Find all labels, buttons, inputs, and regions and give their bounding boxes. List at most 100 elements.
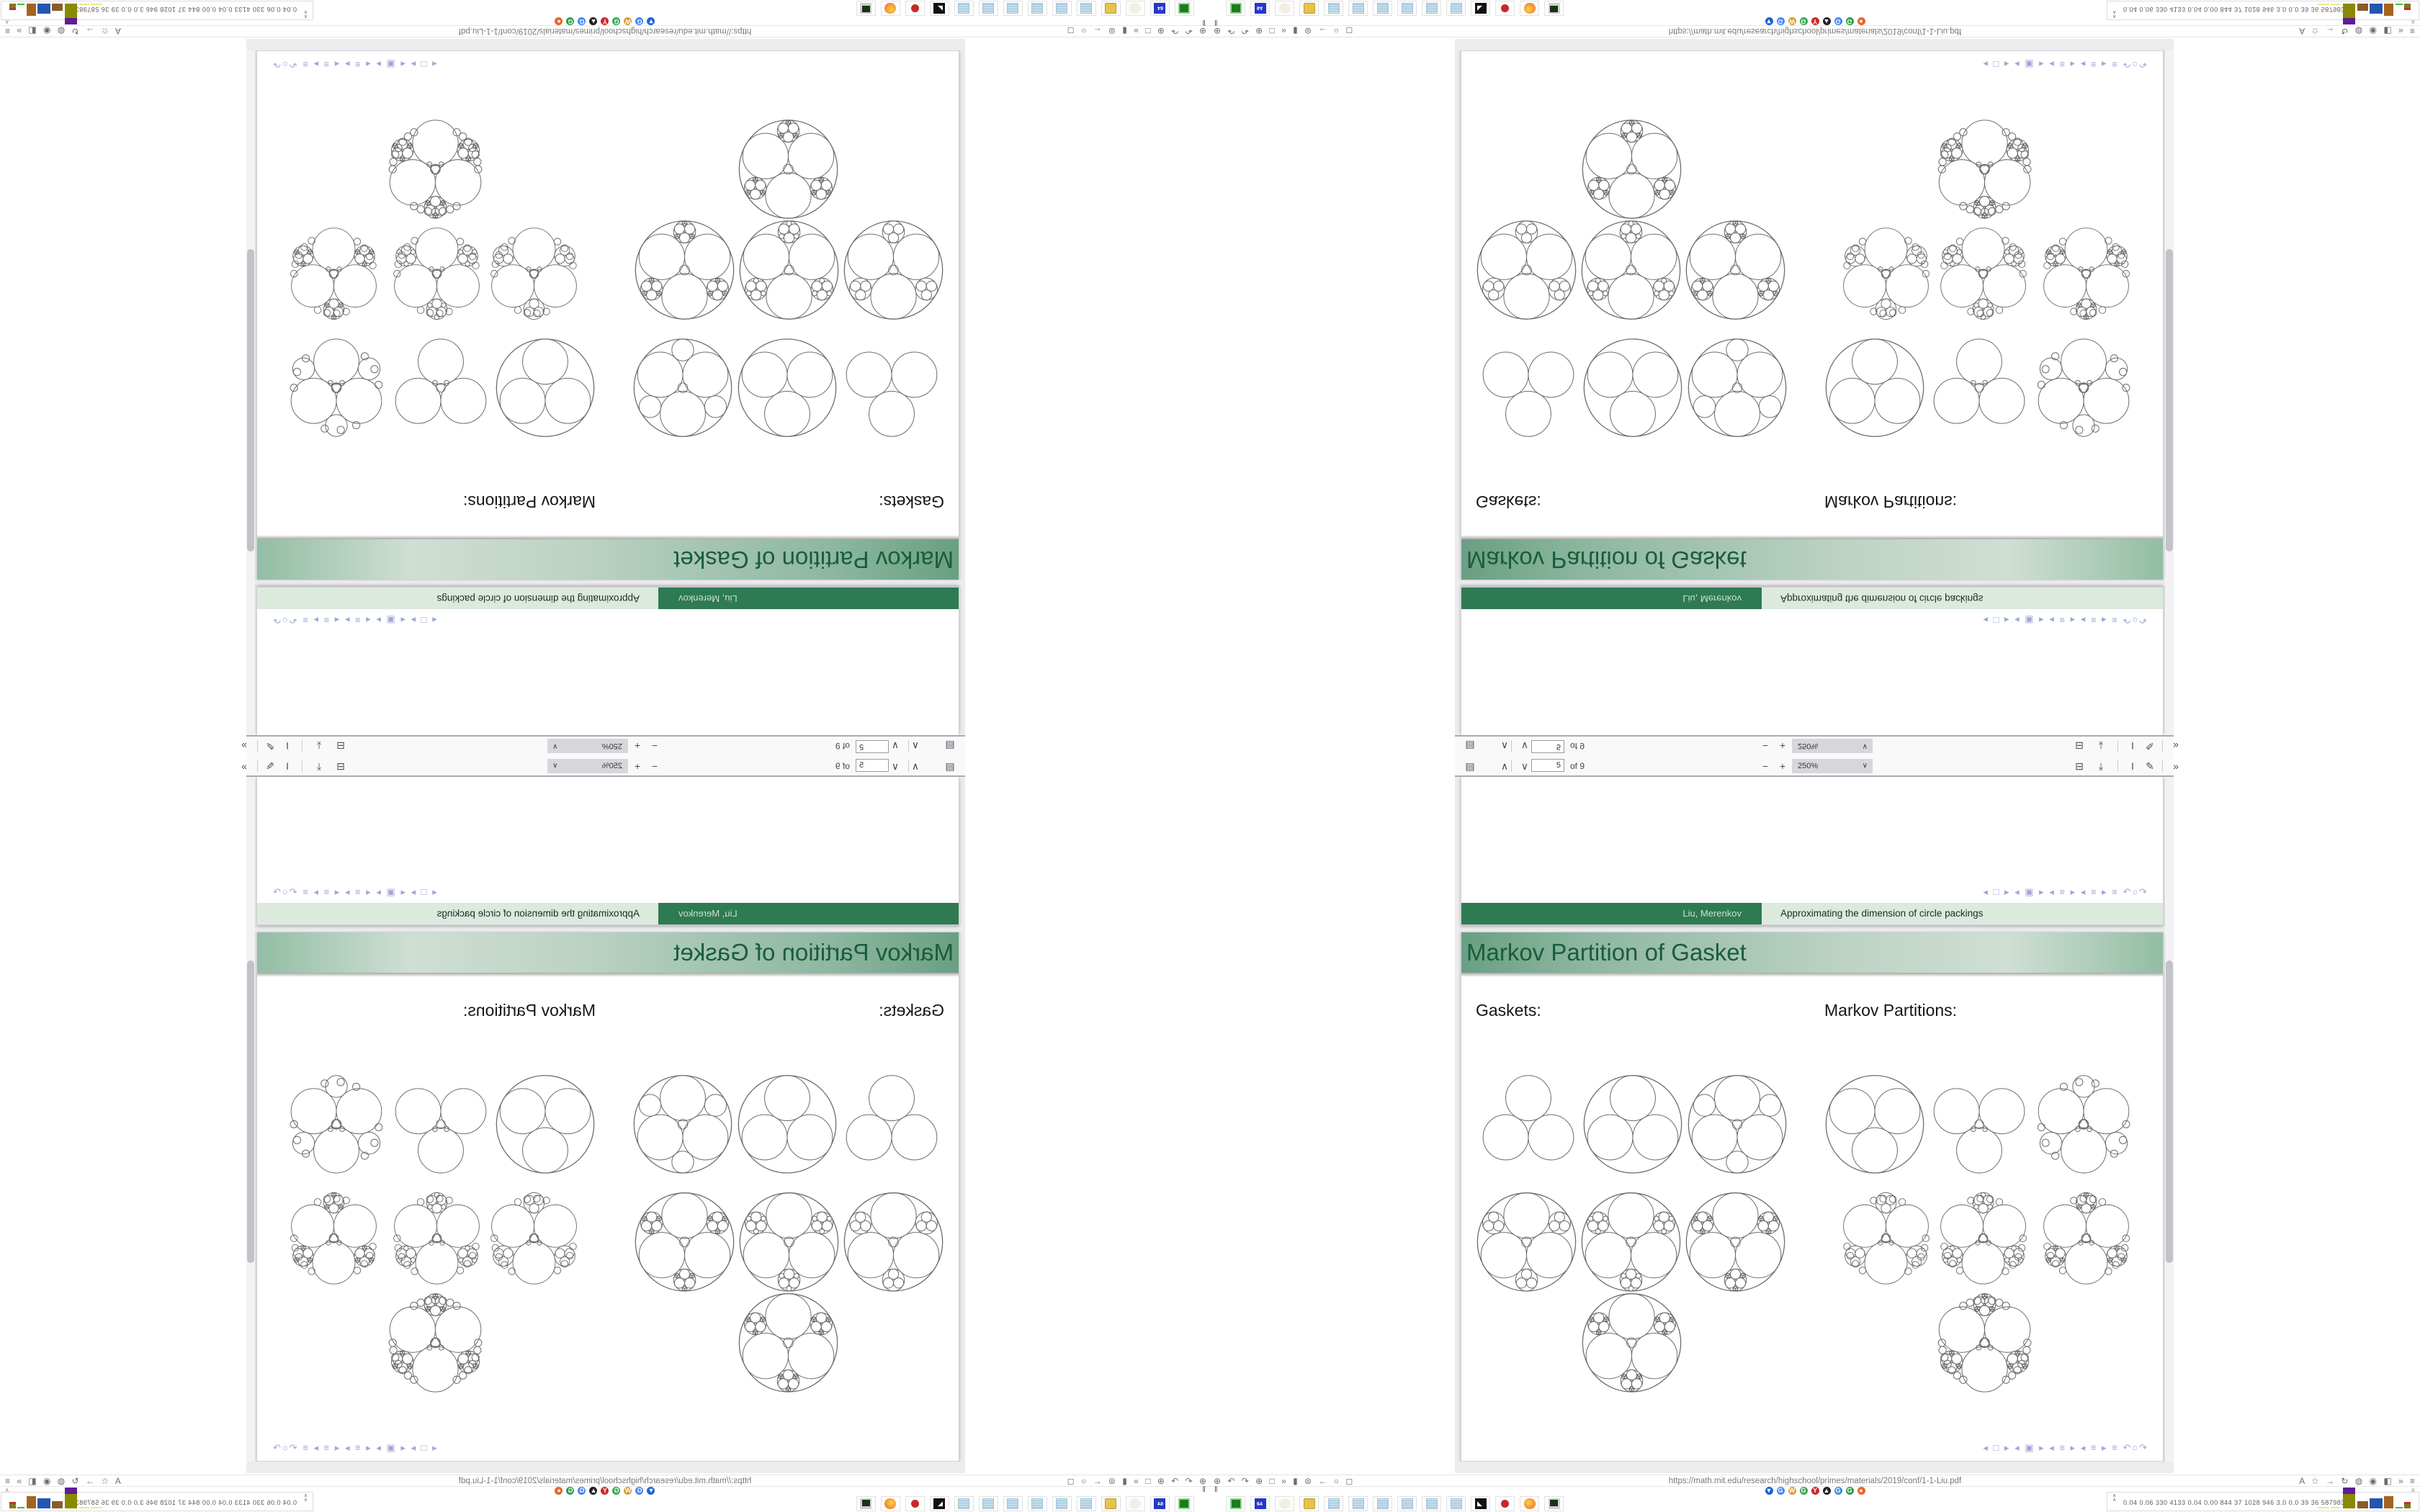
- url-text[interactable]: https://math.mit.edu/research/highschool…: [1668, 27, 1962, 35]
- bookmark-y[interactable]: Y: [601, 1487, 609, 1495]
- desktop-icon-firefox[interactable]: [881, 1, 900, 16]
- bookmark-google-3[interactable]: G: [578, 1487, 586, 1495]
- nav-buttons-left[interactable]: ⊕ ↶ ↷ ⊕ □ » ▮ ⊜ ← ○ ◻: [1065, 26, 1206, 36]
- desktop-icon-notepad-5[interactable]: [1422, 1, 1441, 16]
- save-icon[interactable]: ⤓: [2098, 740, 2104, 752]
- desktop-icon-notepad-4[interactable]: [1003, 1496, 1023, 1511]
- zoom-select[interactable]: 250% ∨: [1792, 739, 1873, 753]
- draw-icon[interactable]: ✎: [266, 760, 274, 772]
- zoom-out-icon[interactable]: −: [1762, 760, 1769, 772]
- secondary-toolbar-icon[interactable]: »: [241, 740, 247, 752]
- desktop-icon-notepad-1[interactable]: [1077, 1496, 1096, 1511]
- zoom-select[interactable]: 250% ∨: [547, 759, 628, 773]
- desktop-icon-notepad-3[interactable]: [1373, 1, 1392, 16]
- vertical-scrollbar[interactable]: [246, 50, 255, 735]
- sidebar-toggle-icon[interactable]: ▤: [945, 760, 955, 772]
- print-icon[interactable]: ⊟: [336, 740, 345, 752]
- text-select-icon[interactable]: I: [2131, 760, 2134, 772]
- page-down-icon[interactable]: ∨: [1520, 740, 1529, 752]
- url-bar[interactable]: https://math.mit.edu/research/highschool…: [0, 25, 1210, 37]
- url-text[interactable]: https://math.mit.edu/research/highschool…: [458, 1477, 752, 1485]
- desktop-icon-disc-faded[interactable]: [1275, 1496, 1294, 1511]
- desktop-icon-red-emblem[interactable]: [905, 1496, 925, 1511]
- desktop-icon-floppy-64[interactable]: [1150, 1, 1170, 16]
- url-bar[interactable]: https://math.mit.edu/research/highschool…: [0, 1475, 1210, 1487]
- url-bar[interactable]: https://math.mit.edu/research/highschool…: [1210, 25, 2420, 37]
- desktop-icon-notepad-1[interactable]: [1324, 1, 1343, 16]
- beamer-navigation-symbols[interactable]: ◂ □ ▸ ◂ ▣ ▸ ◂ ≡ ▸ ◂ ≡ ▸ ≡ ↶○↷: [272, 615, 437, 626]
- desktop-icon-floppy-64[interactable]: [1250, 1496, 1270, 1511]
- vertical-scrollbar[interactable]: [2165, 50, 2174, 735]
- bookmark-google-2[interactable]: G: [1799, 17, 1808, 25]
- bookmark-amber-w[interactable]: W: [1788, 17, 1796, 25]
- nav-buttons-right[interactable]: A ☆ → ↻ ◍ ◉ ◧ » ≡: [3, 1476, 121, 1486]
- desktop-icon-wolf-black[interactable]: [1471, 1496, 1490, 1511]
- desktop-icon-disc-faded[interactable]: [1126, 1496, 1145, 1511]
- print-icon[interactable]: ⊟: [336, 760, 345, 772]
- bookmark-y[interactable]: Y: [601, 17, 609, 25]
- desktop-icon-notepad-4[interactable]: [1397, 1496, 1417, 1511]
- page-up-icon[interactable]: ∧: [1500, 740, 1509, 752]
- secondary-toolbar-icon[interactable]: »: [241, 760, 247, 772]
- bookmark-y[interactable]: Y: [1811, 1487, 1819, 1495]
- desktop-icon-notepad-6[interactable]: [1446, 1496, 1466, 1511]
- desktop-icon-monitor-display[interactable]: [1544, 1496, 1564, 1511]
- desktop-icon-notepad-3[interactable]: [1028, 1496, 1047, 1511]
- desktop-icon-notepad-5[interactable]: [979, 1496, 998, 1511]
- nav-buttons-left[interactable]: ⊕ ↶ ↷ ⊕ □ » ▮ ⊜ ← ○ ◻: [1065, 1476, 1206, 1486]
- zoom-out-icon[interactable]: −: [651, 740, 658, 752]
- beamer-navigation-symbols[interactable]: ◂ □ ▸ ◂ ▣ ▸ ◂ ≡ ▸ ◂ ≡ ▸ ≡ ↶○↷: [272, 59, 437, 70]
- bookmark-mountain[interactable]: ▲: [1822, 1487, 1831, 1495]
- bookmark-google-1[interactable]: G: [635, 1487, 644, 1495]
- nav-buttons-right[interactable]: A ☆ → ↻ ◍ ◉ ◧ » ≡: [2299, 26, 2417, 36]
- secondary-toolbar-icon[interactable]: »: [2173, 740, 2179, 752]
- desktop-icon-monitor-display[interactable]: [856, 1, 876, 16]
- desktop-icon-notepad-1[interactable]: [1324, 1496, 1343, 1511]
- desktop-icon-red-emblem[interactable]: [905, 1, 925, 16]
- bookmark-google-4[interactable]: G: [566, 1487, 575, 1495]
- desktop-icon-wolf-black[interactable]: [1471, 1, 1490, 16]
- desktop-icon-disc-faded[interactable]: [1126, 1, 1145, 16]
- save-icon[interactable]: ⤓: [316, 740, 322, 752]
- chevron-up-icon[interactable]: ∧: [2410, 1487, 2416, 1495]
- desktop-icon-monitor-display[interactable]: [856, 1496, 876, 1511]
- desktop-icon-disc-faded[interactable]: [1275, 1, 1294, 16]
- text-select-icon[interactable]: I: [286, 760, 289, 772]
- bookmark-y[interactable]: Y: [1811, 17, 1819, 25]
- text-select-icon[interactable]: I: [2131, 740, 2134, 752]
- desktop-icon-notepad-4[interactable]: [1003, 1, 1023, 16]
- page-up-icon[interactable]: ∧: [1500, 760, 1509, 772]
- desktop-icon-notepad-3[interactable]: [1373, 1496, 1392, 1511]
- draw-icon[interactable]: ✎: [2146, 760, 2154, 772]
- bookmark-google-2[interactable]: G: [612, 1487, 621, 1495]
- desktop-icon-monitor-display[interactable]: [1544, 1, 1564, 16]
- desktop-icon-notepad-1[interactable]: [1077, 1, 1096, 16]
- page-number-input[interactable]: [856, 759, 889, 772]
- zoom-select[interactable]: 250% ∨: [1792, 759, 1873, 773]
- desktop-icon-notepad-6[interactable]: [1446, 1, 1466, 16]
- bookmark-google-3[interactable]: G: [578, 17, 586, 25]
- page-down-icon[interactable]: ∨: [1520, 760, 1529, 772]
- bookmark-google-1[interactable]: G: [1776, 17, 1785, 25]
- nav-buttons-left[interactable]: ⊕ ↶ ↷ ⊕ □ » ▮ ⊜ ← ○ ◻: [1214, 1476, 1355, 1486]
- desktop-icon-notepad-4[interactable]: [1397, 1, 1417, 16]
- desktop-icon-system-green[interactable]: [1175, 1, 1194, 16]
- page-up-icon[interactable]: ∧: [911, 740, 920, 752]
- desktop-icon-folder-yellow[interactable]: [1101, 1, 1121, 16]
- sidebar-toggle-icon[interactable]: ▤: [945, 740, 955, 752]
- page-number-input[interactable]: [1531, 759, 1564, 772]
- draw-icon[interactable]: ✎: [2146, 740, 2154, 752]
- vertical-scrollbar-thumb[interactable]: [2166, 960, 2173, 1263]
- page-down-icon[interactable]: ∨: [891, 740, 900, 752]
- desktop-icon-system-green[interactable]: [1226, 1, 1245, 16]
- page-up-icon[interactable]: ∧: [911, 760, 920, 772]
- vertical-scrollbar-thumb[interactable]: [2166, 249, 2173, 552]
- desktop-icon-notepad-2[interactable]: [1052, 1, 1072, 16]
- desktop-icon-wolf-black[interactable]: [930, 1, 949, 16]
- save-icon[interactable]: ⤓: [316, 760, 322, 772]
- bookmark-maps[interactable]: ▼: [1765, 17, 1773, 25]
- desktop-icon-firefox[interactable]: [1520, 1, 1539, 16]
- url-text[interactable]: https://math.mit.edu/research/highschool…: [458, 27, 752, 35]
- desktop-icon-wolf-black[interactable]: [930, 1496, 949, 1511]
- bookmark-mountain[interactable]: ▲: [589, 1487, 598, 1495]
